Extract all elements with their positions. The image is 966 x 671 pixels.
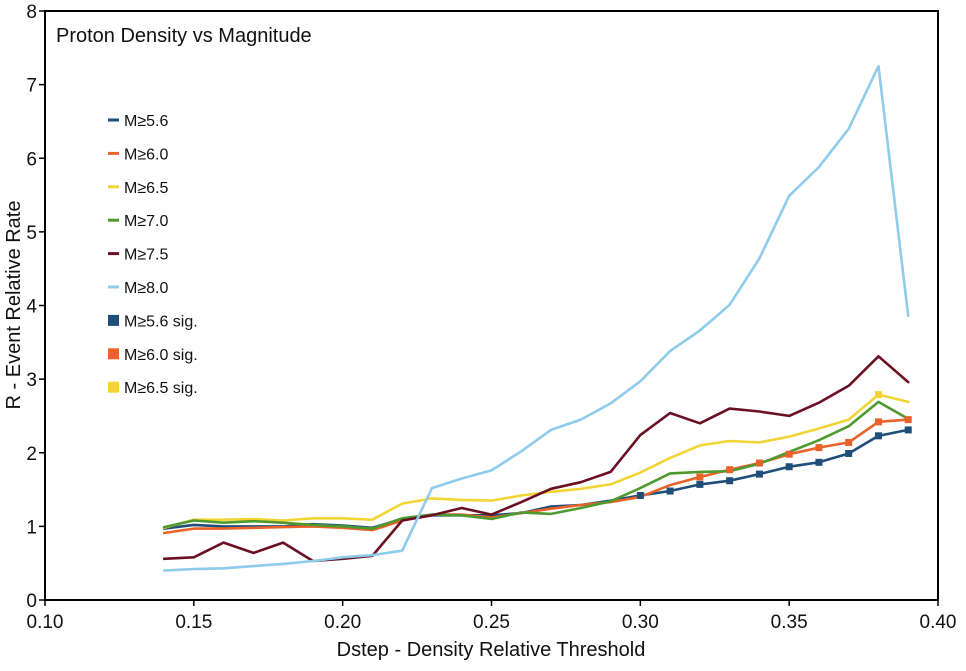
x-tick-label: 0.40 — [920, 612, 957, 633]
legend-label: M≥6.5 — [124, 180, 168, 197]
y-axis-label: R - Event Relative Rate — [3, 201, 25, 410]
legend-label: M≥7.5 — [124, 247, 168, 264]
legend-label: M≥7.0 — [124, 213, 168, 230]
legend-label: M≥6.5 sig. — [124, 380, 198, 397]
sig-marker-m60 — [845, 438, 853, 446]
x-axis-label: Dstep - Density Relative Threshold — [337, 639, 646, 661]
legend-label: M≥5.6 sig. — [124, 313, 198, 330]
x-tick-label: 0.35 — [771, 612, 808, 633]
chart-title: Proton Density vs Magnitude — [56, 25, 312, 47]
y-axis-ticks: 0 1 2 3 4 5 6 7 8 — [26, 2, 45, 612]
sig-marker-m56 — [874, 432, 882, 440]
legend-label: M≥6.0 — [124, 146, 168, 163]
y-tick-label: 7 — [26, 76, 37, 97]
sig-marker-m60 — [755, 459, 763, 467]
sig-marker-m60 — [785, 450, 793, 458]
legend: M≥5.6 M≥6.0 M≥6.5 M≥7.0 M≥7.5 M≥8.0 M≥5.6 sig.… — [108, 113, 198, 397]
y-tick-label: 8 — [26, 2, 37, 23]
sig-marker-m56 — [666, 487, 674, 495]
series-markers — [636, 391, 912, 499]
x-tick-label: 0.25 — [473, 612, 510, 633]
sig-marker-m60 — [696, 473, 704, 481]
y-tick-label: 2 — [26, 444, 37, 465]
series-line-m65 — [162, 393, 910, 530]
sig-marker-m56 — [726, 477, 734, 485]
series-line-m60 — [162, 418, 910, 535]
x-tick-label: 0.20 — [324, 612, 361, 633]
y-tick-label: 5 — [26, 223, 37, 244]
y-tick-label: 1 — [26, 517, 37, 538]
series-line-m75 — [162, 354, 910, 563]
series-line-m70 — [162, 400, 910, 530]
y-tick-label: 6 — [26, 149, 37, 170]
y-tick-label: 4 — [26, 297, 37, 318]
sig-marker-m56 — [785, 463, 793, 471]
x-tick-label: 0.10 — [27, 612, 64, 633]
sig-marker-m60 — [815, 444, 823, 452]
sig-marker-m60 — [874, 418, 882, 426]
sig-marker-m56 — [815, 458, 823, 466]
series-lines — [162, 64, 910, 572]
legend-label: M≥8.0 — [124, 280, 168, 297]
sig-marker-m56 — [755, 470, 763, 478]
sig-marker-m60 — [904, 416, 912, 424]
legend-label: M≥5.6 — [124, 113, 168, 130]
y-tick-label: 3 — [26, 370, 37, 391]
legend-label: M≥6.0 sig. — [124, 347, 198, 364]
legend-marker-swatch — [108, 348, 119, 360]
sig-marker-m56 — [845, 449, 853, 457]
sig-marker-m56 — [696, 480, 704, 488]
x-tick-label: 0.15 — [175, 612, 212, 633]
legend-marker-swatch — [108, 381, 119, 393]
legend-marker-swatch — [108, 314, 119, 326]
x-tick-label: 0.30 — [622, 612, 659, 633]
x-axis-ticks: 0.10 0.15 0.20 0.25 0.30 0.35 0.40 — [27, 600, 957, 633]
sig-marker-m56 — [636, 491, 644, 499]
plot-frame — [44, 10, 939, 601]
y-tick-label: 0 — [26, 591, 37, 612]
sig-marker-m65 — [874, 391, 882, 399]
sig-marker-m60 — [726, 466, 734, 474]
series-line-m80 — [162, 64, 910, 572]
sig-marker-m56 — [904, 426, 912, 434]
